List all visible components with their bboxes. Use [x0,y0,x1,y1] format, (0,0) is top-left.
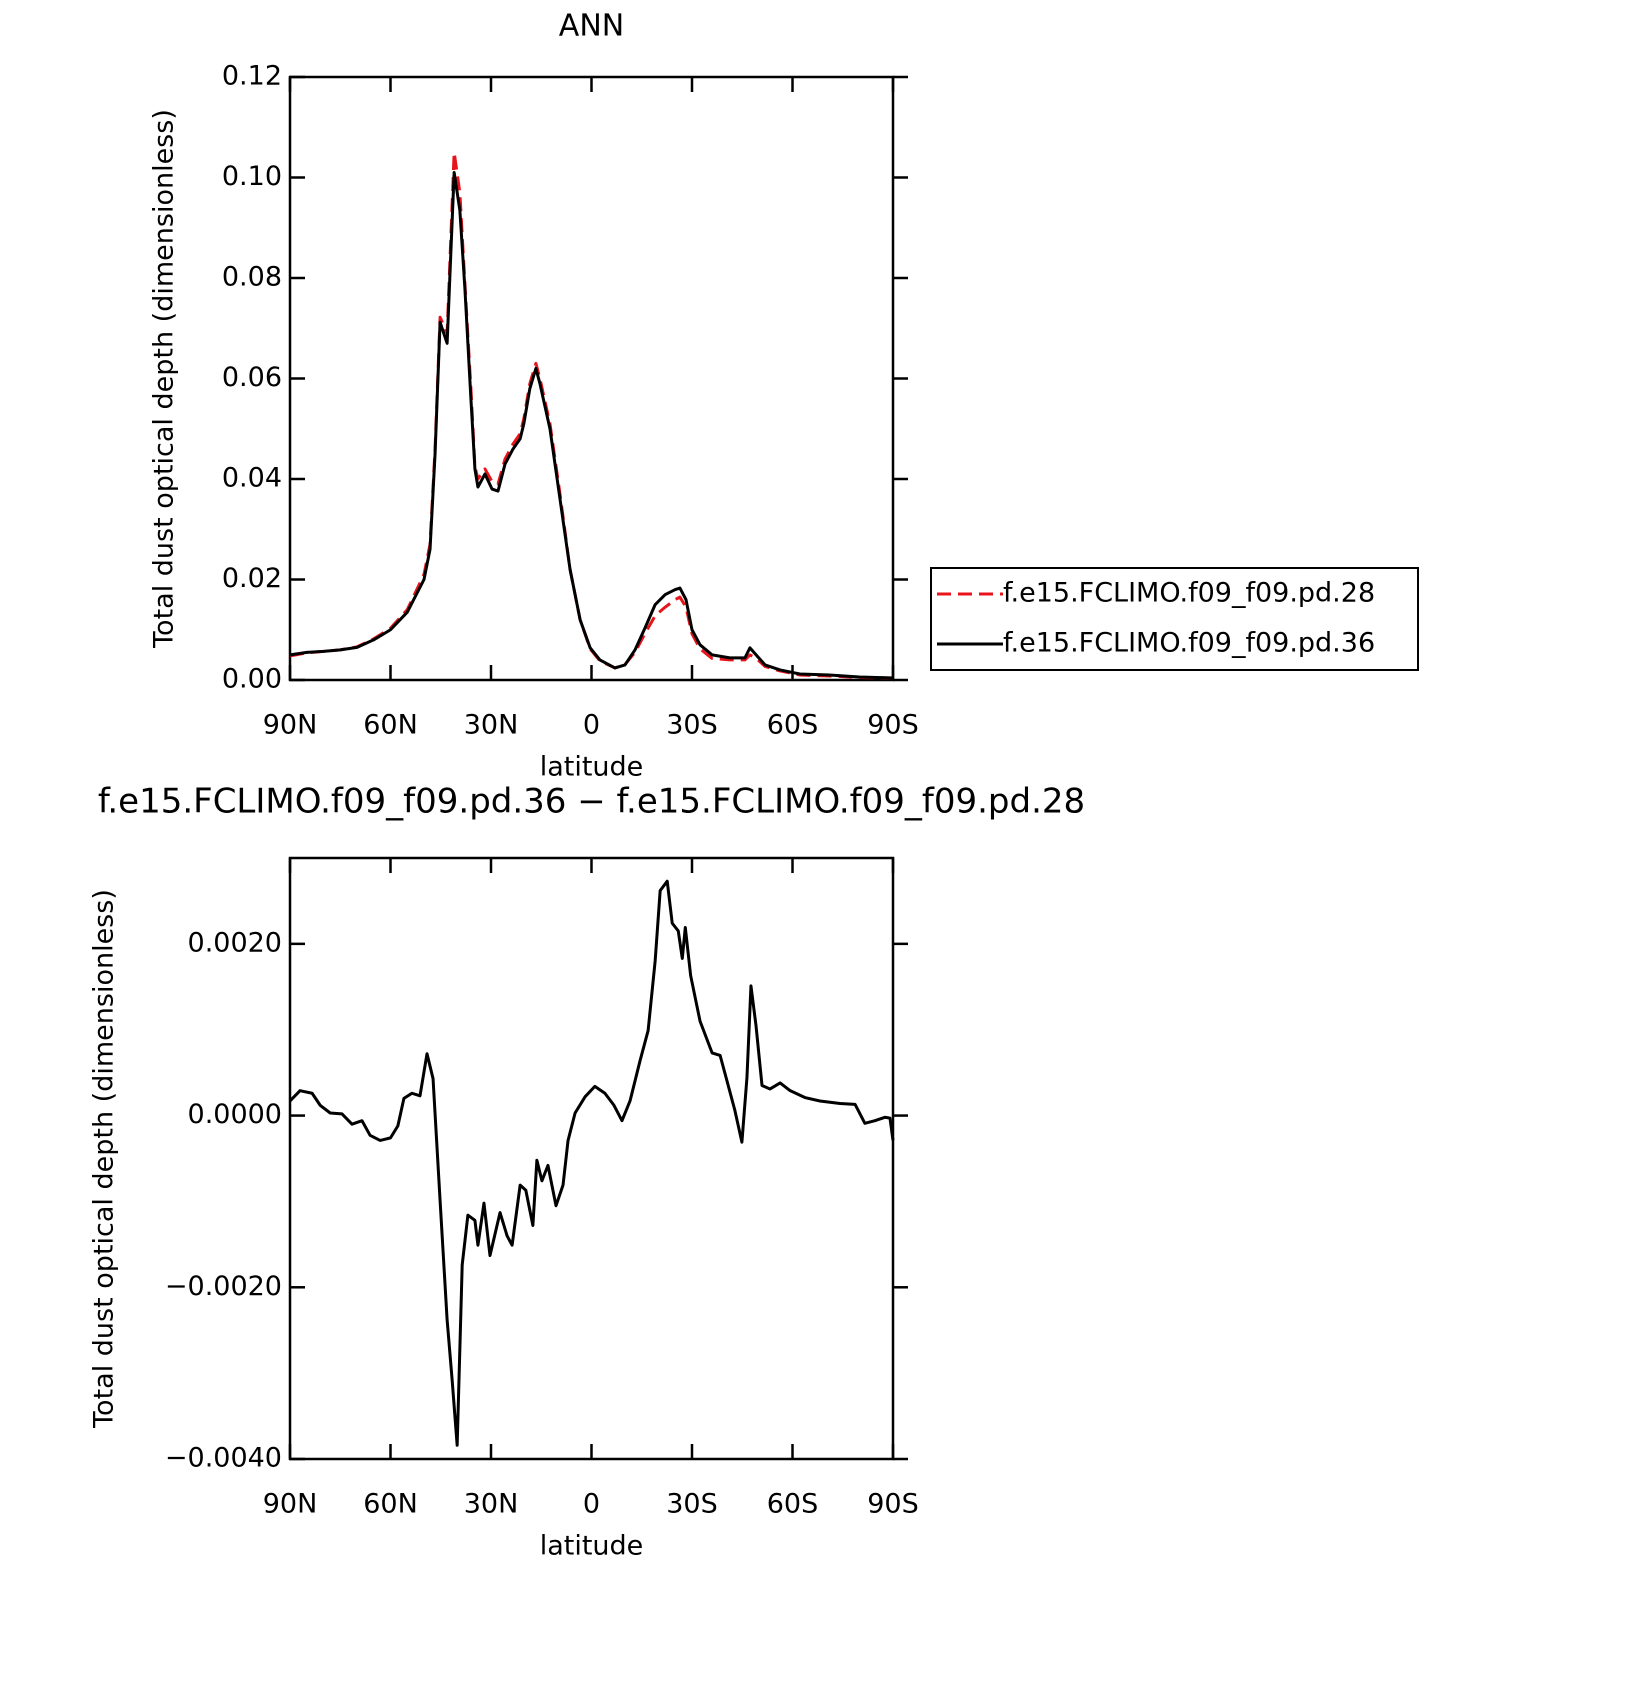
x-tick-label: 0 [583,710,600,741]
chart-title: f.e15.FCLIMO.f09_f09.pd.36 − f.e15.FCLIM… [98,782,1085,822]
y-axis-label: Total dust optical depth (dimensionless) [149,109,180,649]
x-tick-label: 60N [363,1489,418,1520]
y-tick-label: 0.02 [222,563,282,594]
x-tick-label: 60S [767,710,819,741]
x-tick-label: 90N [263,1489,318,1520]
y-tick-label: 0.00 [222,664,282,695]
x-tick-label: 30N [464,710,519,741]
legend-label: f.e15.FCLIMO.f09_f09.pd.36 [1003,628,1375,659]
series-line [289,150,894,680]
x-tick-label: 30N [464,1489,519,1520]
series-line [288,879,895,1447]
y-tick-label: −0.0040 [165,1443,282,1474]
series-line [289,170,894,680]
y-tick-label: 0.04 [222,463,282,494]
x-tick-label: 0 [583,1489,600,1520]
plot-frame [288,856,895,1461]
x-axis-label: latitude [540,1531,644,1562]
y-tick-label: 0.06 [222,362,282,393]
x-tick-label: 60N [363,710,418,741]
y-tick-label: −0.0020 [165,1271,282,1302]
legend-label: f.e15.FCLIMO.f09_f09.pd.28 [1003,578,1375,609]
y-tick-label: 0.08 [222,262,282,293]
x-tick-label: 30S [666,1489,718,1520]
x-tick-label: 30S [666,710,718,741]
y-tick-label: 0.12 [222,61,282,92]
y-tick-label: 0.0020 [188,927,282,958]
x-tick-label: 60S [767,1489,819,1520]
y-axis-label: Total dust optical depth (dimensionless) [89,889,120,1429]
x-tick-label: 90S [867,710,919,741]
x-tick-label: 90N [263,710,318,741]
y-tick-label: 0.10 [222,161,282,192]
x-tick-label: 90S [867,1489,919,1520]
legend-box [930,567,1419,671]
x-axis-label: latitude [540,752,644,783]
chart-title: ANN [559,9,624,44]
plot-frame [288,75,895,682]
y-tick-label: 0.0000 [188,1099,282,1130]
